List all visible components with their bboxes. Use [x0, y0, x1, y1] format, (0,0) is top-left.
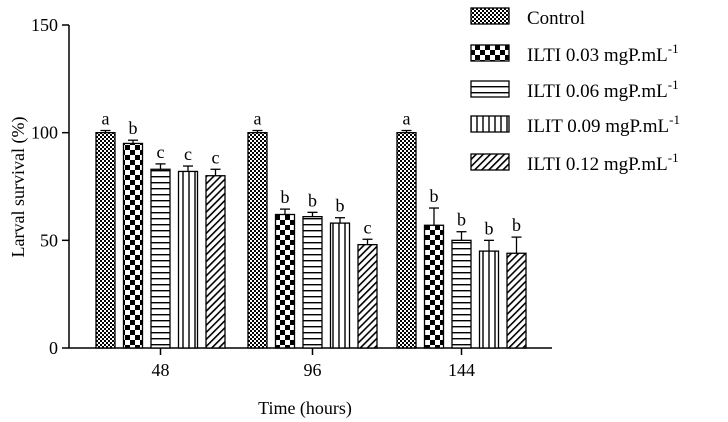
legend-label-text: Control: [527, 8, 585, 29]
bar: [122, 142, 144, 349]
y-tick-label: 50: [40, 230, 58, 250]
significance-letter: c: [212, 147, 220, 167]
bar: [506, 252, 527, 349]
bar: [423, 224, 445, 349]
legend-label-superscript: -1: [669, 112, 680, 127]
significance-letter: c: [184, 144, 192, 164]
bar: [247, 132, 268, 349]
significance-letter: b: [485, 218, 494, 238]
y-axis: 0 50 100 150: [31, 15, 70, 358]
significance-letter: a: [102, 109, 110, 129]
legend-swatch: [470, 80, 510, 98]
y-tick-label: 100: [31, 123, 58, 143]
legend-label-superscript: -1: [668, 77, 679, 92]
bar: [329, 222, 351, 349]
legend-label: ILTI 0.06 mgP.mL-1: [527, 77, 679, 102]
significance-letter: a: [254, 109, 262, 129]
legend-label-superscript: -1: [668, 41, 679, 56]
x-axis: 48 96 144: [69, 347, 552, 380]
legend-label-superscript: -1: [668, 150, 679, 165]
x-tick-label: 144: [448, 360, 475, 380]
bar: [357, 243, 378, 349]
significance-letter: b: [281, 187, 290, 207]
x-tick-label: 96: [304, 360, 322, 380]
legend-label: ILTI 0.03 mgP.mL-1: [527, 41, 679, 66]
significance-letter: b: [512, 215, 521, 235]
legend-swatch: [470, 44, 510, 62]
significance-letter: b: [457, 210, 466, 230]
significance-letter: c: [364, 217, 372, 237]
bar: [177, 170, 199, 349]
significance-letter: b: [336, 196, 345, 216]
significance-letter: b: [129, 118, 138, 138]
bar: [396, 132, 417, 349]
legend-label-text: ILIT 0.09 mgP.mL: [527, 116, 669, 137]
bar: [205, 175, 226, 349]
y-tick-label: 0: [49, 338, 58, 358]
significance-letter: b: [430, 186, 439, 206]
legend-label-text: ILTI 0.06 mgP.mL: [527, 81, 668, 102]
legend-label: Control: [527, 8, 585, 29]
legend-label: ILIT 0.09 mgP.mL-1: [527, 112, 680, 137]
x-tick-label: 48: [152, 360, 170, 380]
legend-swatch: [470, 153, 510, 171]
significance-letter: a: [403, 109, 411, 129]
legend-swatch: [470, 7, 510, 25]
legend-label-text: ILTI 0.12 mgP.mL: [527, 154, 668, 175]
bar: [150, 168, 171, 349]
bar: [478, 250, 500, 349]
bar: [302, 215, 323, 349]
x-axis-label: Time (hours): [258, 398, 352, 419]
significance-letter: b: [308, 190, 317, 210]
legend-swatch: [470, 115, 510, 133]
legend-label-text: ILTI 0.03 mgP.mL: [527, 45, 668, 66]
legend-label: ILTI 0.12 mgP.mL-1: [527, 150, 679, 175]
bar: [95, 132, 116, 349]
significance-letter: c: [157, 142, 165, 162]
bar: [451, 239, 472, 349]
bar: [274, 213, 296, 349]
y-tick-label: 150: [31, 15, 58, 35]
y-axis-label: Larval survival (%): [8, 117, 29, 258]
